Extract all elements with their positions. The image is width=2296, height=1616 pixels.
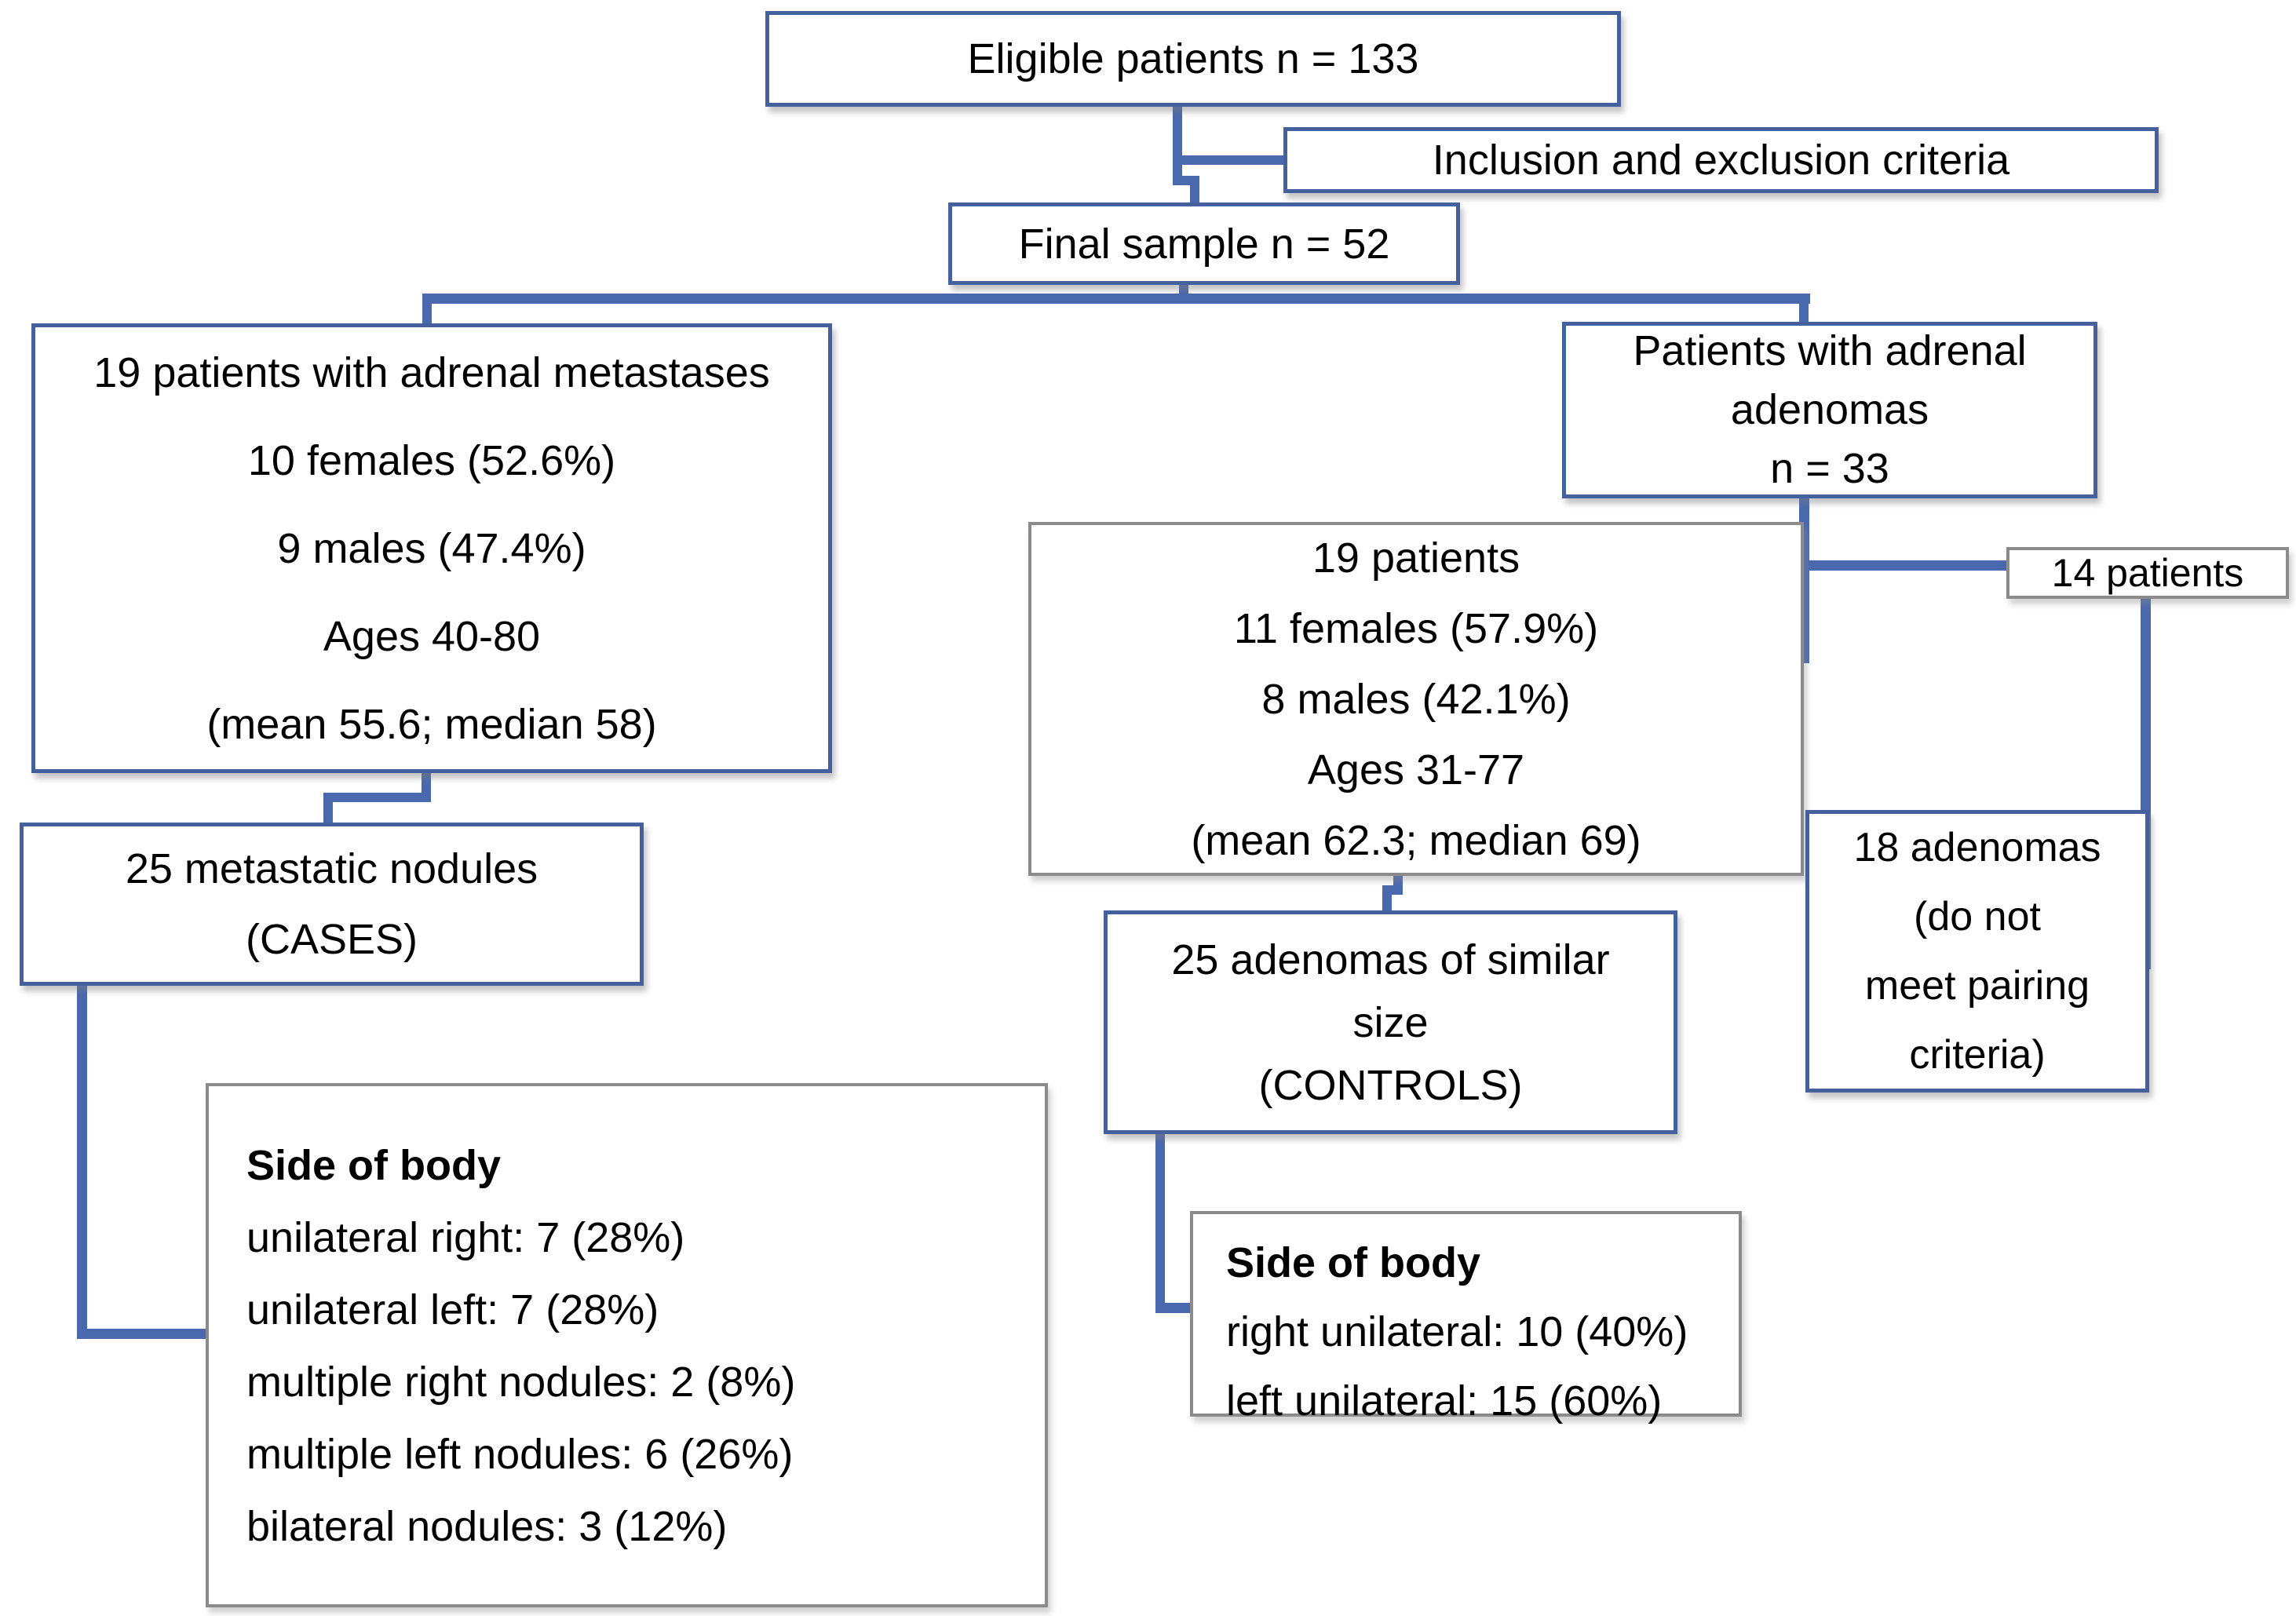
eighteen-adenomas-box: 18 adenomas (do not meet pairing criteri… — [1805, 810, 2149, 1093]
inclusion-exclusion-text: Inclusion and exclusion criteria — [1432, 137, 2010, 184]
eligible-patients-box: Eligible patients n = 133 — [765, 11, 1621, 107]
connector-controls-right — [1155, 1303, 1195, 1313]
connector-controls-down — [1155, 1133, 1165, 1313]
nineteen-patients-line: 11 females (57.9%) — [1233, 604, 1599, 652]
final-sample-box: Final sample n = 52 — [948, 202, 1460, 285]
side-of-body-left-line: unilateral left: 7 (28%) — [246, 1286, 659, 1333]
connector-eligible-down — [1173, 105, 1182, 185]
side-of-body-middle-line: left unilateral: 15 (60%) — [1226, 1377, 1663, 1424]
controls-box: 25 adenomas of similar size (CONTROLS) — [1104, 910, 1677, 1134]
side-of-body-left-title: Side of body — [246, 1142, 501, 1189]
side-of-body-middle-box: Side of body right unilateral: 10 (40%) … — [1190, 1211, 1742, 1424]
nineteen-patients-line: Ages 31-77 — [1307, 746, 1525, 793]
metastases-line: 19 patients with adrenal metastases — [93, 348, 770, 396]
fourteen-patients-box: 14 patients — [2006, 547, 2289, 599]
metastases-line: (mean 55.6; median 58) — [206, 700, 657, 748]
final-sample-text: Final sample n = 52 — [1018, 220, 1390, 268]
adenoma-patients-line: n = 33 — [1770, 445, 1889, 492]
side-of-body-left-box: Side of body unilateral right: 7 (28%) u… — [206, 1083, 1048, 1607]
adenoma-patients-line: Patients with adrenal — [1633, 327, 2027, 374]
controls-line: size — [1352, 998, 1429, 1046]
side-of-body-middle-line: right unilateral: 10 (40%) — [1226, 1308, 1688, 1355]
connector-right-descent — [1799, 294, 1809, 326]
metastases-line: Ages 40-80 — [323, 612, 541, 660]
nineteen-patients-line: 8 males (42.1%) — [1261, 675, 1571, 723]
eighteen-adenomas-line: (do not — [1914, 894, 2041, 939]
connector-main-branch — [422, 294, 1810, 304]
eighteen-adenomas-line: 18 adenomas — [1853, 825, 2101, 870]
connector-eligible-jog-v — [1190, 176, 1199, 207]
connector-cases-right — [77, 1329, 210, 1339]
eighteen-adenomas-line: criteria) — [1909, 1032, 2046, 1078]
adenoma-patients-line: adenomas — [1730, 386, 1929, 433]
metastases-line: 9 males (47.4%) — [277, 524, 586, 572]
side-of-body-left-line: unilateral right: 7 (28%) — [246, 1214, 685, 1261]
connector-fourteen-branch — [1805, 560, 2008, 571]
connector-metastases-stair-h — [323, 793, 431, 802]
adenoma-patients-box: Patients with adrenal adenomas n = 33 — [1562, 322, 2097, 498]
nineteen-patients-box: 19 patients 11 females (57.9%) 8 males (… — [1028, 522, 1804, 876]
fourteen-patients-text: 14 patients — [2051, 551, 2244, 595]
nineteen-patients-line: (mean 62.3; median 69) — [1191, 816, 1641, 864]
inclusion-exclusion-box: Inclusion and exclusion criteria — [1283, 127, 2159, 193]
side-of-body-middle-title: Side of body — [1226, 1239, 1480, 1286]
connector-cases-down — [77, 984, 87, 1339]
connector-nineteen-jog-v2 — [1382, 885, 1392, 915]
metastases-line: 10 females (52.6%) — [247, 436, 616, 484]
eligible-patients-text: Eligible patients n = 133 — [967, 35, 1419, 82]
cases-line: 25 metastatic nodules — [125, 845, 538, 892]
cases-box: 25 metastatic nodules (CASES) — [20, 823, 644, 986]
connector-metastases-stair-v2 — [323, 793, 333, 827]
nineteen-patients-line: 19 patients — [1312, 534, 1520, 582]
cases-line: (CASES) — [245, 916, 418, 963]
side-of-body-left-line: multiple right nodules: 2 (8%) — [246, 1359, 796, 1406]
eighteen-adenomas-line: meet pairing — [1864, 963, 2090, 1009]
connector-inclusion-branch — [1173, 155, 1290, 165]
connector-left-descent — [422, 294, 432, 326]
side-of-body-left-line: bilateral nodules: 3 (12%) — [246, 1503, 728, 1550]
controls-line: 25 adenomas of similar — [1171, 936, 1610, 983]
metastases-patients-box: 19 patients with adrenal metastases 10 f… — [31, 323, 832, 773]
side-of-body-left-line: multiple left nodules: 6 (26%) — [246, 1431, 794, 1478]
controls-line: (CONTROLS) — [1258, 1061, 1523, 1109]
